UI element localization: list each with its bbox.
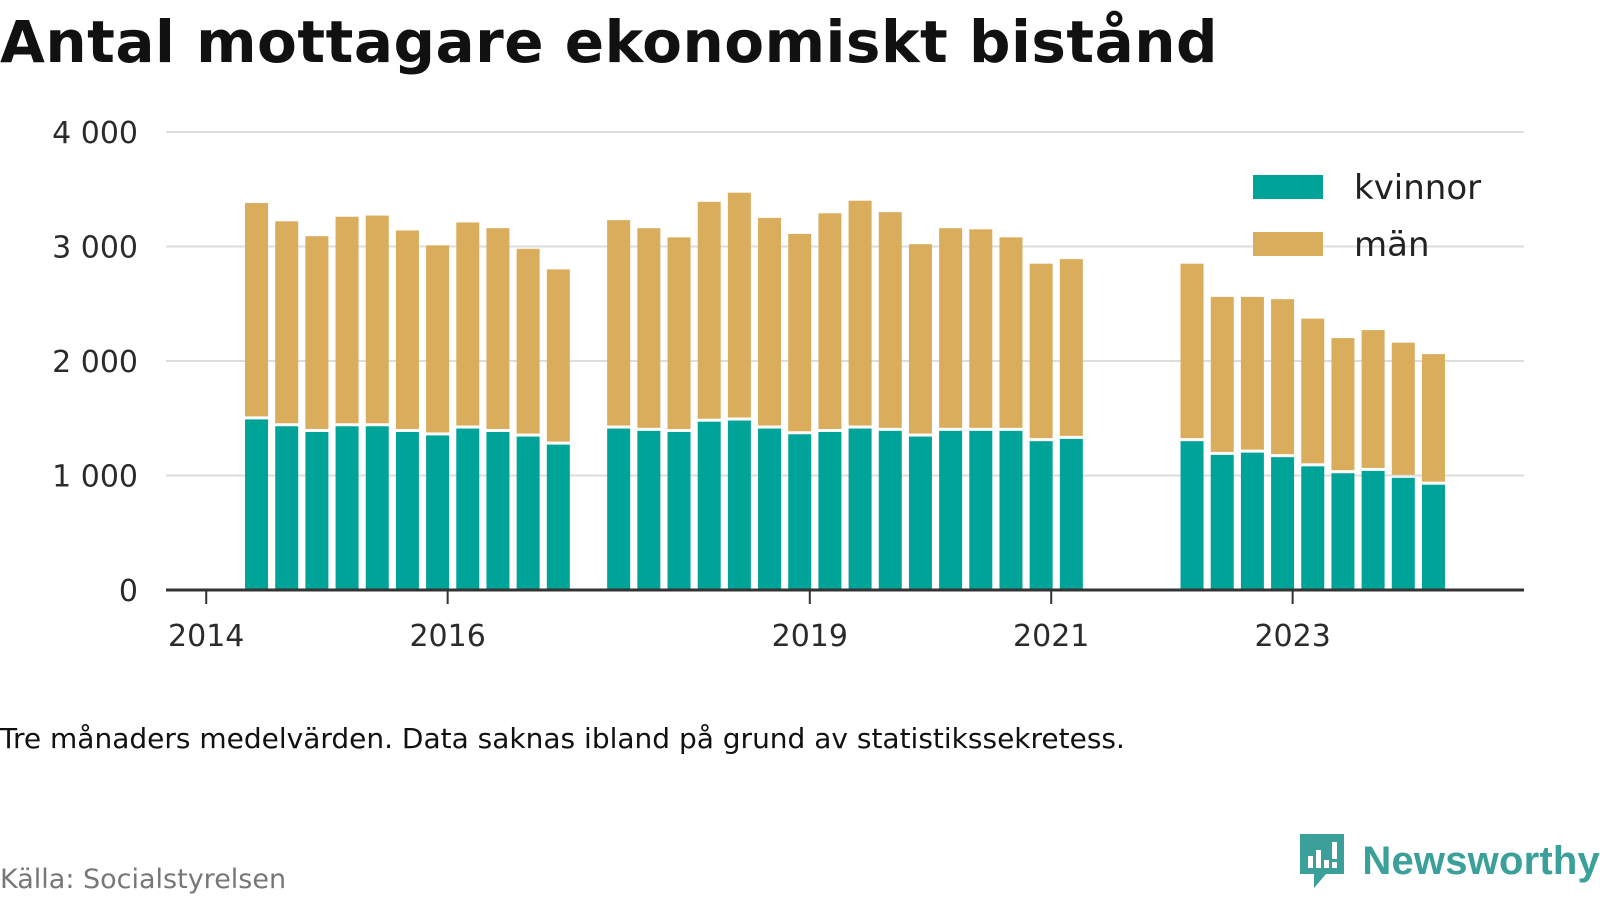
bar-kvinnor (1240, 452, 1264, 590)
bar-kvinnor (1421, 484, 1445, 590)
bar-man (727, 192, 751, 418)
bar-kvinnor (1391, 477, 1415, 590)
bar-man (365, 215, 389, 424)
source-credit: Källa: Socialstyrelsen (0, 864, 287, 895)
bar-kvinnor (1271, 457, 1295, 590)
x-axis: 2014 2016 2019 2021 2023 (166, 588, 1524, 654)
bar-man (426, 245, 450, 433)
bar-man (758, 217, 782, 426)
bar-kvinnor (878, 430, 902, 590)
bar-kvinnor (848, 428, 872, 590)
bar-kvinnor (335, 426, 359, 590)
bar-kvinnor (607, 428, 631, 590)
bar-man (395, 230, 419, 429)
bar-man (969, 229, 993, 428)
bar-man (1421, 354, 1445, 482)
bar-kvinnor (365, 426, 389, 590)
brand-logo[interactable]: Newsworthy (1296, 826, 1600, 896)
y-tick-label: 0 (119, 574, 138, 609)
bar-man (1271, 299, 1295, 455)
bar-man (305, 236, 329, 429)
bar-man (275, 221, 299, 424)
bar-kvinnor (456, 428, 480, 590)
legend: kvinnor män (1253, 168, 1481, 265)
brand-name: Newsworthy (1362, 838, 1600, 883)
chart-title: Antal mottagare ekonomiskt bistånd (0, 8, 1219, 76)
bar-man (637, 228, 661, 428)
y-tick-label: 3 000 (52, 231, 138, 266)
bar-man (697, 201, 721, 419)
bar-kvinnor (1361, 470, 1385, 590)
bar-kvinnor (1059, 438, 1083, 590)
bar-man (999, 237, 1023, 428)
newsworthy-logo-icon (1300, 834, 1345, 888)
bar-man (1210, 296, 1234, 452)
bar-kvinnor (788, 434, 812, 590)
bar-kvinnor (969, 430, 993, 590)
bar-kvinnor (516, 436, 540, 590)
bar-kvinnor (426, 435, 450, 590)
legend-swatch (1253, 175, 1323, 199)
x-tick-label: 2021 (1013, 619, 1089, 654)
bar-kvinnor (908, 436, 932, 590)
bar-man (908, 244, 932, 434)
y-tick-label: 4 000 (52, 116, 138, 151)
chart-note: Tre månaders medelvärden. Data saknas ib… (0, 722, 1125, 755)
bar-man (607, 220, 631, 426)
bar-kvinnor (486, 431, 510, 590)
bar-man (1301, 318, 1325, 464)
bar-kvinnor (818, 431, 842, 590)
x-tick-label: 2016 (409, 619, 485, 654)
y-axis-ticks: 0 1 000 2 000 3 000 4 000 (52, 116, 138, 609)
x-tick-label: 2014 (168, 619, 244, 654)
bar-man (939, 228, 963, 428)
bar-man (1361, 330, 1385, 468)
bar-man (546, 269, 570, 442)
bar-kvinnor (275, 426, 299, 590)
bar-man (516, 248, 540, 434)
bar-man (335, 216, 359, 424)
bar-man (486, 228, 510, 429)
bar-man (878, 212, 902, 428)
bar-man (1331, 338, 1355, 471)
bar-man (1059, 259, 1083, 436)
legend-label: kvinnor (1354, 168, 1481, 208)
legend-label: män (1354, 225, 1430, 265)
x-tick-label: 2023 (1254, 619, 1330, 654)
bar-kvinnor (546, 444, 570, 590)
bar-kvinnor (395, 431, 419, 590)
bar-kvinnor (667, 431, 691, 590)
bar-kvinnor (1331, 473, 1355, 590)
bar-man (456, 222, 480, 426)
bar-kvinnor (758, 428, 782, 590)
bar-man (245, 202, 269, 417)
bar-kvinnor (305, 431, 329, 590)
legend-swatch (1253, 232, 1323, 256)
bar-man (1240, 296, 1264, 450)
bar-kvinnor (1180, 441, 1204, 590)
bar-kvinnor (697, 421, 721, 590)
bar-man (1391, 342, 1415, 475)
bar-man (1029, 263, 1053, 439)
bar-man (667, 237, 691, 429)
y-tick-label: 2 000 (52, 345, 138, 380)
x-tick-label: 2019 (772, 619, 848, 654)
bar-kvinnor (245, 419, 269, 590)
bar-man (788, 233, 812, 432)
bar-kvinnor (637, 430, 661, 590)
bar-kvinnor (999, 430, 1023, 590)
bar-kvinnor (939, 430, 963, 590)
bars (245, 192, 1445, 590)
bar-kvinnor (1029, 441, 1053, 590)
bar-kvinnor (1210, 454, 1234, 590)
bar-man (818, 213, 842, 429)
bar-kvinnor (727, 420, 751, 590)
bar-man (848, 200, 872, 426)
bar-man (1180, 263, 1204, 439)
bar-kvinnor (1301, 466, 1325, 590)
y-tick-label: 1 000 (52, 460, 138, 495)
